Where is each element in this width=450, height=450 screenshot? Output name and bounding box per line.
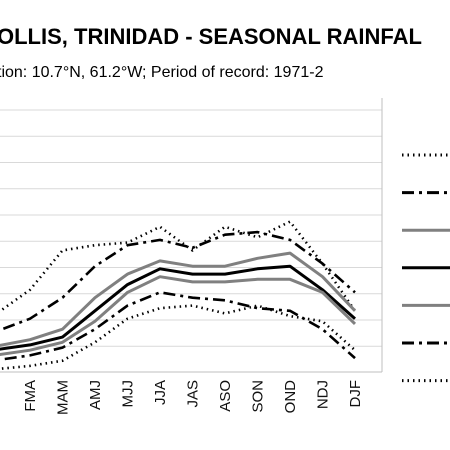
series-line-5 [0,275,357,356]
series-lines [0,220,357,371]
x-tick-label: JAS [185,380,202,408]
x-tick-label: DJF [347,380,364,408]
x-tick-label: AMJ [87,380,104,410]
series-line-7 [0,304,356,371]
x-tick-label: OND [282,380,299,414]
chart-title: OLLIS, TRINIDAD - SEASONAL RAINFAL [0,24,422,49]
series-line-4 [0,264,356,351]
legend [402,153,450,383]
series-line-2 [0,230,356,332]
x-axis-tick-labels: FMA MAM AMJ MJJ JJA JAS ASO SON OND NDJ DJF [22,380,364,415]
x-tick-label: JJA [152,380,169,405]
x-tick-label: MJJ [120,380,137,408]
series-line-6 [0,291,356,361]
x-tick-label: SON [250,380,267,413]
series-line-3 [0,251,357,347]
x-tick-label: NDJ [315,380,332,409]
x-tick-label: MAM [55,380,72,415]
chart-subtitle: tion: 10.7°N, 61.2°W; Period of record: … [0,64,324,81]
x-tick-label: FMA [22,380,39,412]
gridlines [0,98,383,373]
x-tick-label: ASO [217,380,234,412]
